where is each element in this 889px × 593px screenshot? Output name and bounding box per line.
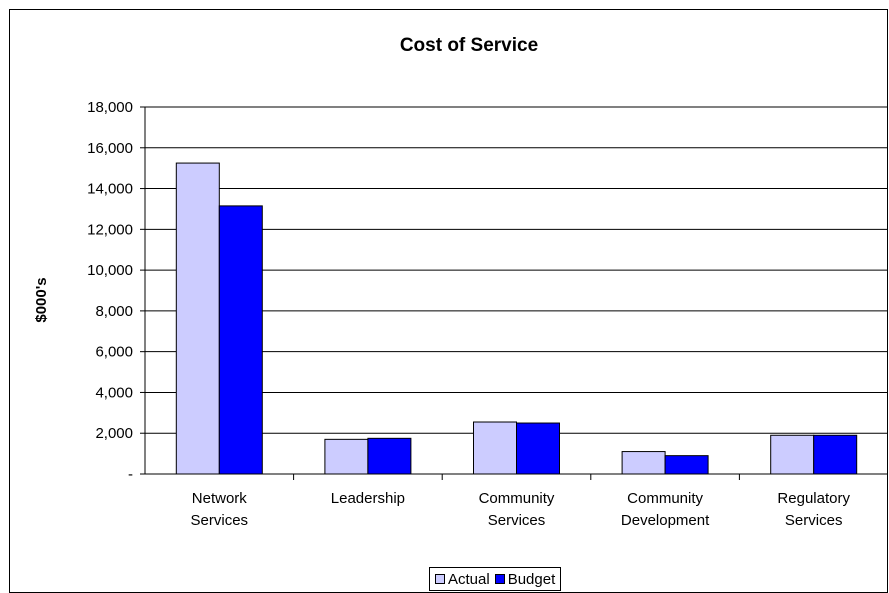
- y-tick-label: 6,000: [95, 344, 133, 361]
- bar-budget: [367, 437, 412, 475]
- x-tick-label: Network Services: [191, 490, 249, 529]
- bar-budget: [664, 455, 709, 475]
- bar-budget: [813, 434, 858, 475]
- x-tick-label: Regulatory Services: [777, 490, 850, 529]
- gridlines: [145, 106, 888, 434]
- bar-actual: [324, 438, 369, 475]
- bar-budget: [218, 205, 263, 475]
- legend-swatch-actual: [435, 574, 445, 584]
- bar-actual: [175, 162, 220, 475]
- legend-swatch-budget: [494, 574, 505, 584]
- y-tick-label: -: [128, 466, 133, 483]
- x-tick-label: Community Services: [479, 490, 555, 529]
- tick-labels: - 2,000 4,000 6,000 8,000 10,000 12,000 14,000 1…: [87, 99, 850, 529]
- y-tick-label: 2,000: [95, 425, 133, 442]
- y-tick-label: 10,000: [87, 262, 133, 279]
- legend-item-actual: Actual: [435, 571, 490, 588]
- bar-budget: [516, 422, 560, 475]
- legend-label-budget: Budget: [507, 570, 556, 588]
- y-tick-label: 14,000: [87, 181, 133, 198]
- bar-actual: [770, 434, 815, 475]
- axes: [140, 106, 888, 480]
- bar-actual: [473, 421, 517, 475]
- y-tick-label: 4,000: [95, 384, 133, 401]
- y-tick-label: 16,000: [87, 140, 133, 157]
- chart-area: [9, 9, 888, 593]
- y-axis-label: $000's: [33, 277, 50, 322]
- x-tick-label: Leadership: [331, 490, 405, 507]
- y-tick-label: 8,000: [95, 303, 133, 320]
- legend-item-budget: Budget: [494, 570, 556, 588]
- legend-label-actual: Actual: [448, 570, 490, 588]
- bar-actual: [621, 451, 666, 475]
- x-tick-label: Community Development: [621, 490, 710, 529]
- chart-title: Cost of Service: [400, 35, 538, 56]
- bars: [175, 162, 858, 475]
- y-tick-label: 18,000: [87, 99, 133, 116]
- legend: Actual Budget: [429, 567, 562, 591]
- y-tick-label: 12,000: [87, 221, 133, 238]
